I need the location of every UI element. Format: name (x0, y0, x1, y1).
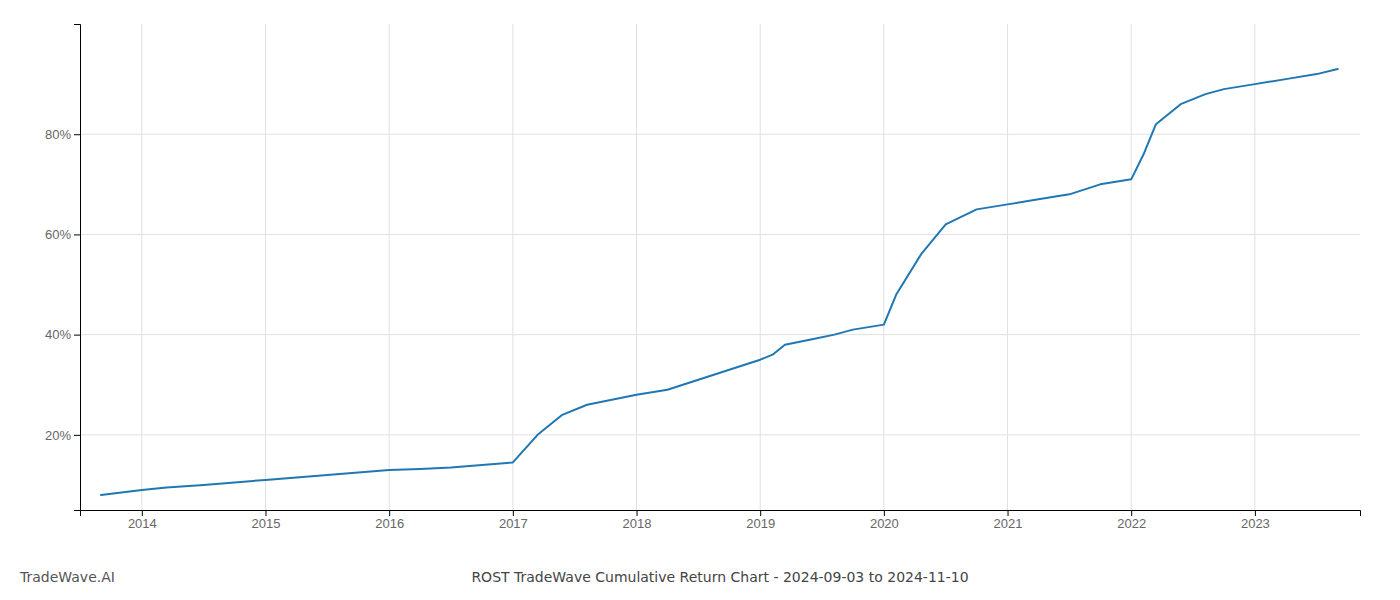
y-axis-line (74, 25, 81, 511)
grid-line (141, 24, 142, 510)
title: ROST TradeWave Cumulative Return Chart -… (471, 569, 968, 585)
grid-line (760, 24, 761, 510)
y-tick: 20% (45, 428, 80, 443)
y-tick-mark (74, 234, 80, 235)
x-tick-mark (637, 510, 638, 516)
x-tick: 2016 (375, 510, 404, 531)
grid-line (389, 24, 390, 510)
y-tick-label: 60% (45, 227, 71, 242)
y-tick: 80% (45, 127, 80, 142)
x-tick-mark (513, 510, 514, 516)
x-tick: 2017 (499, 510, 528, 531)
grid-line (80, 334, 1360, 335)
x-tick-label: 2023 (1241, 516, 1270, 531)
x-axis-line (81, 511, 1361, 517)
grid-line (636, 24, 637, 510)
x-tick: 2015 (252, 510, 281, 531)
y-tick-label: 20% (45, 428, 71, 443)
x-tick: 2014 (128, 510, 157, 531)
y-tick: 40% (45, 327, 80, 342)
x-tick: 2023 (1241, 510, 1270, 531)
x-tick-label: 2015 (252, 516, 281, 531)
x-tick: 2020 (870, 510, 899, 531)
grid-line (265, 24, 266, 510)
x-tick-label: 2014 (128, 516, 157, 531)
x-tick: 2021 (994, 510, 1023, 531)
x-tick-mark (142, 510, 143, 516)
x-tick: 2018 (623, 510, 652, 531)
x-tick: 2019 (746, 510, 775, 531)
series (101, 69, 1338, 495)
y-tick-label: 80% (45, 127, 71, 142)
grid-line (1131, 24, 1132, 510)
x-tick-mark (389, 510, 390, 516)
y-tick-label: 40% (45, 327, 71, 342)
grid-line (1254, 24, 1255, 510)
x-tick-label: 2018 (623, 516, 652, 531)
plot-area: 2014 2015 2016 2017 2018 2019 2020 2021 2022 2023… (45, 24, 1361, 531)
x-tick-mark (1008, 510, 1009, 516)
grid-line (1007, 24, 1008, 510)
annotation: TradeWave.AI (19, 569, 115, 585)
y-tick-mark (74, 134, 80, 135)
y-tick-mark (74, 335, 80, 336)
x-tick-label: 2019 (746, 516, 775, 531)
y-axis: 20% 40% 60% 80% (45, 25, 81, 511)
x-tick-mark (1131, 510, 1132, 516)
x-tick-mark (266, 510, 267, 516)
x-tick-mark (884, 510, 885, 516)
chart: 2014 2015 2016 2017 2018 2019 2020 2021 2022 2023… (0, 0, 1400, 600)
x-tick-mark (760, 510, 761, 516)
grid-line (80, 434, 1360, 435)
grid (80, 24, 1360, 510)
x-tick-mark (1255, 510, 1256, 516)
grid-line (512, 24, 513, 510)
x-tick-label: 2016 (375, 516, 404, 531)
line (101, 69, 1338, 495)
y-tick: 60% (45, 227, 80, 242)
grid-line (80, 134, 1360, 135)
grid-line (883, 24, 884, 510)
y-tick-mark (74, 435, 80, 436)
x-tick: 2022 (1117, 510, 1146, 531)
x-tick-label: 2022 (1117, 516, 1146, 531)
grid-line (80, 234, 1360, 235)
x-tick-label: 2017 (499, 516, 528, 531)
x-tick-label: 2021 (994, 516, 1023, 531)
x-tick-label: 2020 (870, 516, 899, 531)
x-axis: 2014 2015 2016 2017 2018 2019 2020 2021 2022 2023 (81, 510, 1361, 531)
